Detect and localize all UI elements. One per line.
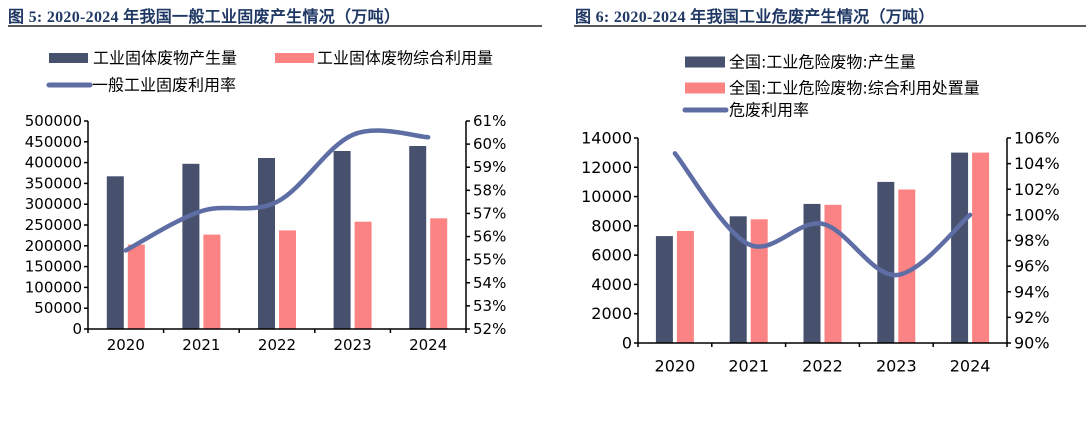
figure6-panel: 0 2000 4000 6000 8000 10000 12000 14000 90% 92% 94… xyxy=(572,38,1075,388)
bar-series2-2020 xyxy=(127,244,145,329)
right-axis-label: 102% xyxy=(1014,180,1060,199)
right-axis-label: 55% xyxy=(473,251,506,269)
legend-label: 工业固体废物产生量 xyxy=(93,49,237,68)
rate-line xyxy=(672,151,973,278)
legend-swatch-bar xyxy=(275,53,314,63)
bar-series1-2023 xyxy=(333,151,351,329)
right-axis-label: 92% xyxy=(1014,308,1050,327)
bar-series2-2022 xyxy=(279,230,296,329)
left-axis-label: 200000 xyxy=(25,237,82,255)
bar-series2-2020 xyxy=(676,231,694,343)
left-axis-label: 0 xyxy=(72,320,82,338)
right-axis-label: 90% xyxy=(1014,334,1050,353)
x-axis-label: 2023 xyxy=(876,357,917,376)
right-axis-label: 54% xyxy=(473,274,506,292)
bar-series1-2022 xyxy=(803,203,821,343)
x-axis-label: 2024 xyxy=(950,357,991,376)
bar-series2-2023 xyxy=(354,221,372,329)
left-axis-label: 300000 xyxy=(25,195,82,213)
legend-label: 全国:工业危险废物:产生量 xyxy=(729,53,916,72)
right-axis-label: 106% xyxy=(1014,129,1060,148)
figure5-panel: 0 50000 100000 150000 200000 250000 300000 3500… xyxy=(7,27,525,357)
bar-series2-2022 xyxy=(824,204,842,343)
bar-series2-2021 xyxy=(750,219,768,343)
x-axis-label: 2021 xyxy=(728,357,769,376)
left-axis-label: 0 xyxy=(622,334,632,353)
legend-swatch-bar xyxy=(685,56,725,68)
figure5-caption: 图 5: 2020-2024 年我国一般工业固废产生情况（万吨） xyxy=(8,9,401,26)
left-axis-label: 500000 xyxy=(25,112,82,130)
left-axis-label: 8000 xyxy=(591,216,632,235)
figure5-caption-rule xyxy=(8,25,542,27)
legend-label: 一般工业固废利用率 xyxy=(92,76,236,95)
x-axis-label: 2023 xyxy=(334,336,372,354)
left-axis-label: 150000 xyxy=(25,258,82,276)
right-axis-label: 100% xyxy=(1014,205,1060,224)
left-axis-label: 14000 xyxy=(581,129,632,148)
left-axis-label: 10000 xyxy=(581,187,632,206)
figure6-chart: 0 2000 4000 6000 8000 10000 12000 14000 90% 92% 94… xyxy=(581,53,1060,376)
right-axis-label: 59% xyxy=(473,158,506,176)
left-axis-label: 2000 xyxy=(591,304,632,323)
bar-series2-2021 xyxy=(203,234,221,329)
bar-series1-2020 xyxy=(655,236,673,343)
bar-series1-2021 xyxy=(729,216,747,343)
right-axis-label: 60% xyxy=(473,135,506,153)
right-axis-label: 61% xyxy=(473,112,506,130)
figure5-chart: 0 50000 100000 150000 200000 250000 300000 3500… xyxy=(25,49,507,355)
right-axis-label: 53% xyxy=(473,297,506,315)
legend-swatch-bar xyxy=(49,53,88,63)
legend-label: 工业固体废物综合利用量 xyxy=(317,49,493,68)
left-axis-label: 6000 xyxy=(591,246,632,265)
bar-series1-2024 xyxy=(951,152,969,343)
x-axis-label: 2022 xyxy=(258,336,296,354)
right-axis-label: 98% xyxy=(1014,231,1050,250)
x-axis-label: 2024 xyxy=(409,336,447,354)
bar-series2-2024 xyxy=(972,152,990,343)
x-axis-label: 2020 xyxy=(655,357,696,376)
bar-series1-2022 xyxy=(258,158,275,329)
left-axis-label: 450000 xyxy=(25,133,82,151)
right-axis-label: 104% xyxy=(1014,154,1060,173)
bar-series1-2024 xyxy=(409,146,427,329)
left-axis-label: 400000 xyxy=(25,154,82,172)
left-axis-label: 350000 xyxy=(25,174,82,192)
right-axis-label: 58% xyxy=(473,181,506,199)
figure6-caption-rule xyxy=(574,25,1086,27)
legend-label: 危废利用率 xyxy=(729,101,809,120)
x-axis-label: 2022 xyxy=(802,357,843,376)
right-axis-label: 57% xyxy=(473,204,506,222)
left-axis-label: 250000 xyxy=(25,216,82,234)
bar-series2-2024 xyxy=(430,218,448,329)
left-axis-label: 12000 xyxy=(581,158,632,177)
right-axis-label: 56% xyxy=(473,228,506,246)
left-axis-label: 4000 xyxy=(591,275,632,294)
bar-series2-2023 xyxy=(898,189,916,343)
x-axis-label: 2020 xyxy=(107,336,145,354)
right-axis-label: 94% xyxy=(1014,282,1050,301)
figure6-caption: 图 6: 2020-2024 年我国工业危废产生情况（万吨） xyxy=(575,9,935,26)
x-axis-label: 2021 xyxy=(182,336,220,354)
legend-label: 全国:工业危险废物:综合利用处置量 xyxy=(729,79,980,98)
right-axis-label: 52% xyxy=(473,320,506,338)
bar-series1-2023 xyxy=(877,181,895,343)
bar-series1-2021 xyxy=(182,163,200,329)
left-axis-label: 100000 xyxy=(25,278,82,296)
rate-line xyxy=(123,128,431,253)
legend-swatch-bar xyxy=(685,82,725,94)
right-axis-label: 96% xyxy=(1014,257,1050,276)
left-axis-label: 50000 xyxy=(34,299,82,317)
bar-series1-2020 xyxy=(106,176,124,329)
